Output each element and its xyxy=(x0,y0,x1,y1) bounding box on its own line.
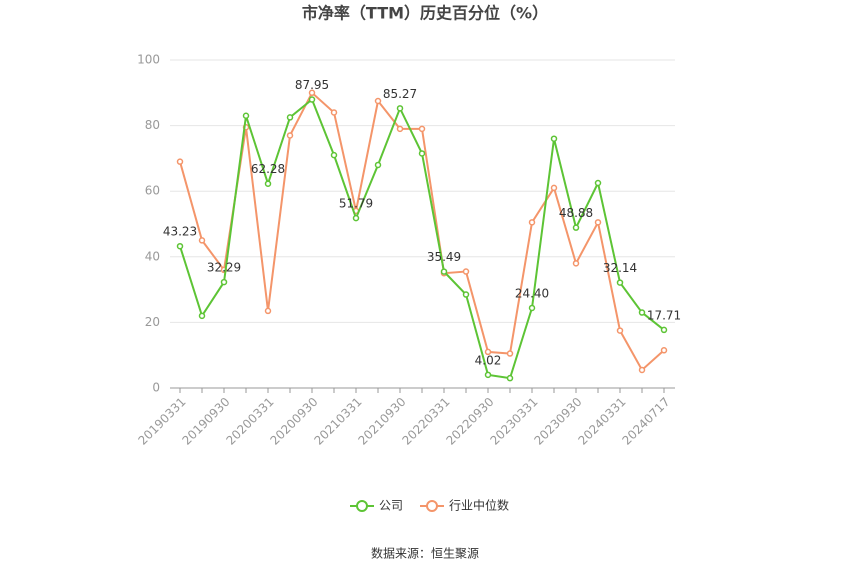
point xyxy=(418,150,426,157)
point xyxy=(176,158,184,165)
data-label: 87.95 xyxy=(295,78,329,92)
y-tick-label: 80 xyxy=(145,118,160,132)
point xyxy=(308,89,316,97)
point xyxy=(330,109,338,116)
point xyxy=(550,184,558,192)
point xyxy=(638,309,646,316)
point xyxy=(484,348,492,356)
y-tick-label: 100 xyxy=(137,53,160,67)
point xyxy=(418,125,426,133)
point xyxy=(528,304,536,312)
data-label: 43.23 xyxy=(163,225,197,239)
point xyxy=(462,268,470,275)
legend-label: 公司 xyxy=(379,499,403,513)
point xyxy=(550,135,558,142)
point xyxy=(528,219,536,226)
legend-marker xyxy=(426,500,438,512)
point xyxy=(220,278,228,286)
point xyxy=(286,114,294,121)
point xyxy=(264,307,272,315)
point xyxy=(330,151,338,159)
point xyxy=(484,371,492,379)
point xyxy=(506,350,514,357)
point xyxy=(352,214,360,222)
point xyxy=(286,132,294,139)
point xyxy=(660,347,668,354)
chart-title: 市净率（TTM）历史百分位（%） xyxy=(302,4,548,23)
point xyxy=(440,268,448,275)
data-label: 32.14 xyxy=(603,261,637,275)
point xyxy=(396,105,404,112)
point xyxy=(198,312,206,320)
point xyxy=(616,279,624,286)
point xyxy=(264,180,272,187)
y-tick-label: 20 xyxy=(145,315,160,329)
point xyxy=(594,179,602,187)
x-tick-label: 20240717 xyxy=(620,395,673,448)
point xyxy=(572,224,580,231)
data-label: 35.49 xyxy=(427,250,461,264)
point xyxy=(308,96,316,103)
point xyxy=(572,260,580,267)
source: 数据来源：恒生聚源 xyxy=(371,546,479,561)
point xyxy=(374,161,382,169)
data-label: 17.71 xyxy=(647,308,681,322)
legend-marker xyxy=(356,500,368,512)
series-line xyxy=(179,97,665,380)
data-label: 4.02 xyxy=(475,353,502,367)
point xyxy=(374,97,382,105)
data-label: 32.29 xyxy=(207,261,241,275)
data-label: 85.27 xyxy=(383,87,417,101)
data-label: 62.28 xyxy=(251,162,285,176)
point xyxy=(594,219,602,226)
legend-label: 行业中位数 xyxy=(449,498,509,513)
y-tick-label: 60 xyxy=(145,184,160,198)
point xyxy=(396,125,404,133)
data-label: 48.88 xyxy=(559,206,593,220)
point xyxy=(462,291,470,298)
point xyxy=(660,326,668,334)
point xyxy=(616,327,624,334)
point xyxy=(176,242,184,250)
point xyxy=(198,237,206,244)
point xyxy=(638,366,646,374)
y-tick-label: 0 xyxy=(152,381,160,395)
data-label: 24.40 xyxy=(515,286,549,300)
point xyxy=(506,374,514,382)
point xyxy=(242,112,250,120)
y-tick-label: 40 xyxy=(145,249,160,263)
data-label: 51.79 xyxy=(339,197,373,211)
